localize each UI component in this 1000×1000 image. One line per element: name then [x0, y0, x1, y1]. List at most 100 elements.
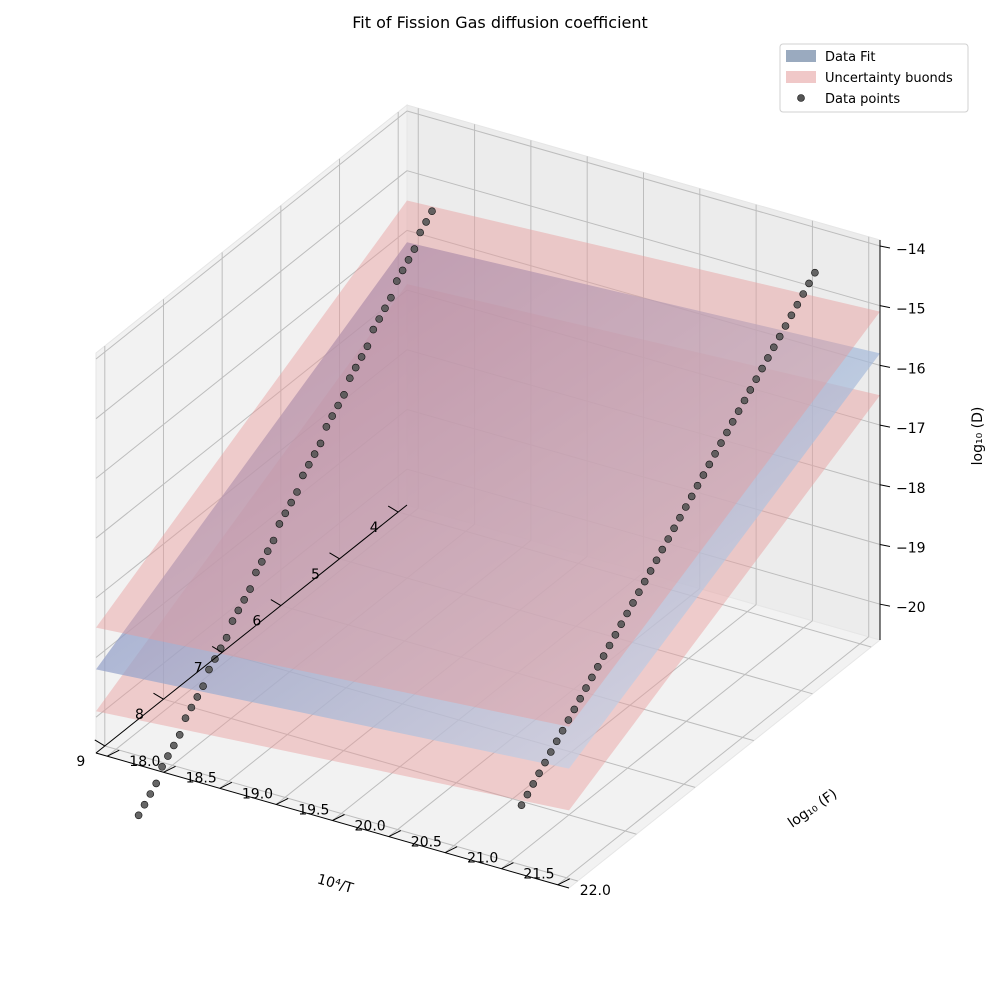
y-tick [557, 878, 570, 886]
data-point [175, 730, 184, 739]
data-point [205, 665, 213, 674]
axes: 4 5 6 7 8 9 18.0 18.5 19.0 19.5 20.0 20.5 21.0 21.5 22… [76, 240, 926, 899]
grid-line-z-left [95, 170, 408, 420]
data-point [316, 439, 325, 448]
z-tick [879, 543, 891, 547]
data-point [428, 207, 436, 215]
y-tick [444, 846, 458, 854]
y-tick [107, 749, 120, 757]
y-tick [163, 765, 176, 773]
legend-label-uncertainty: Uncertainty buonds [825, 71, 953, 86]
data-point [287, 498, 296, 507]
data-point [734, 407, 743, 416]
data-point [687, 492, 696, 501]
z-tick-label: −20 [896, 600, 926, 616]
x-tick-label: 9 [76, 754, 85, 770]
y-tick-label: 22.0 [580, 883, 611, 899]
y-tick-label: 20.5 [411, 835, 442, 851]
data-point [310, 450, 319, 458]
data-point [269, 536, 278, 545]
legend-box [779, 43, 969, 113]
x-tick [94, 739, 106, 747]
x-axis-line [95, 504, 408, 754]
grid-line-z-right [406, 110, 881, 247]
data-point [646, 567, 655, 575]
y-tick-label: 21.5 [523, 867, 554, 883]
y-tick-label: 19.0 [242, 786, 273, 802]
legend-label-data-points: Data points [825, 92, 900, 107]
x-tick-label: 8 [135, 707, 144, 723]
data-point [246, 585, 254, 593]
x-tick [270, 599, 282, 607]
uncertainty-upper-plane [96, 200, 880, 727]
data-point [546, 748, 555, 756]
data-point [170, 741, 178, 750]
data-point [769, 343, 778, 352]
y-tick-label: 18.5 [186, 770, 217, 786]
data-point [564, 716, 573, 724]
data-point [541, 758, 549, 767]
z-tick-label: −17 [896, 421, 926, 437]
data-point [164, 752, 172, 760]
data-point [257, 557, 266, 566]
data-point [328, 412, 337, 420]
y-tick-label: 18.0 [129, 754, 160, 770]
data-point [299, 471, 307, 480]
z-tick-label: −18 [896, 481, 926, 497]
data-point [398, 266, 407, 275]
data-point [193, 693, 202, 701]
data-point [558, 726, 567, 735]
data-point [758, 364, 766, 373]
data-point [252, 568, 260, 577]
data-point [605, 641, 614, 650]
data-point [576, 694, 585, 703]
z-tick [879, 245, 891, 249]
chart-title: Fit of Fission Gas diffusion coefficient [352, 13, 648, 32]
data-point [664, 535, 673, 543]
data-point [699, 471, 708, 479]
data-point [611, 630, 620, 639]
data-point [416, 228, 425, 237]
data-point [357, 353, 366, 361]
z-tick [879, 484, 891, 488]
data-point [805, 279, 813, 288]
data-point [723, 428, 731, 437]
data-point [799, 290, 808, 298]
x-tick-label: 5 [311, 567, 320, 583]
grid-line-z-left [95, 110, 408, 360]
data-point [529, 780, 538, 788]
data-point [658, 545, 667, 554]
data-point [781, 322, 790, 330]
data-point [588, 673, 596, 682]
data-point [345, 374, 354, 383]
data-point [623, 609, 631, 618]
y-tick-label: 19.5 [298, 802, 329, 818]
legend-marker-data-points [797, 94, 805, 102]
data-point [552, 737, 561, 746]
data-point [670, 524, 678, 533]
x-tick [329, 552, 340, 560]
data-point [363, 342, 372, 351]
data-point [275, 520, 284, 528]
z-tick [879, 603, 891, 607]
data-point [375, 315, 384, 323]
data-point [234, 606, 243, 615]
data-point [617, 620, 626, 629]
data-point [582, 684, 590, 692]
z-tick-label: −19 [896, 541, 926, 557]
data-point [517, 801, 526, 810]
data-point [652, 556, 661, 565]
data-point [728, 417, 737, 426]
y-tick [388, 830, 402, 838]
data-point [140, 800, 149, 809]
data-point [334, 401, 342, 410]
data-point [304, 460, 313, 469]
data-point [523, 790, 532, 799]
legend-swatch-data-fit [786, 50, 816, 62]
data-point [392, 277, 401, 285]
z-tick [879, 424, 891, 428]
data-point [134, 811, 143, 820]
data-point [381, 304, 389, 313]
data-points [134, 207, 819, 820]
